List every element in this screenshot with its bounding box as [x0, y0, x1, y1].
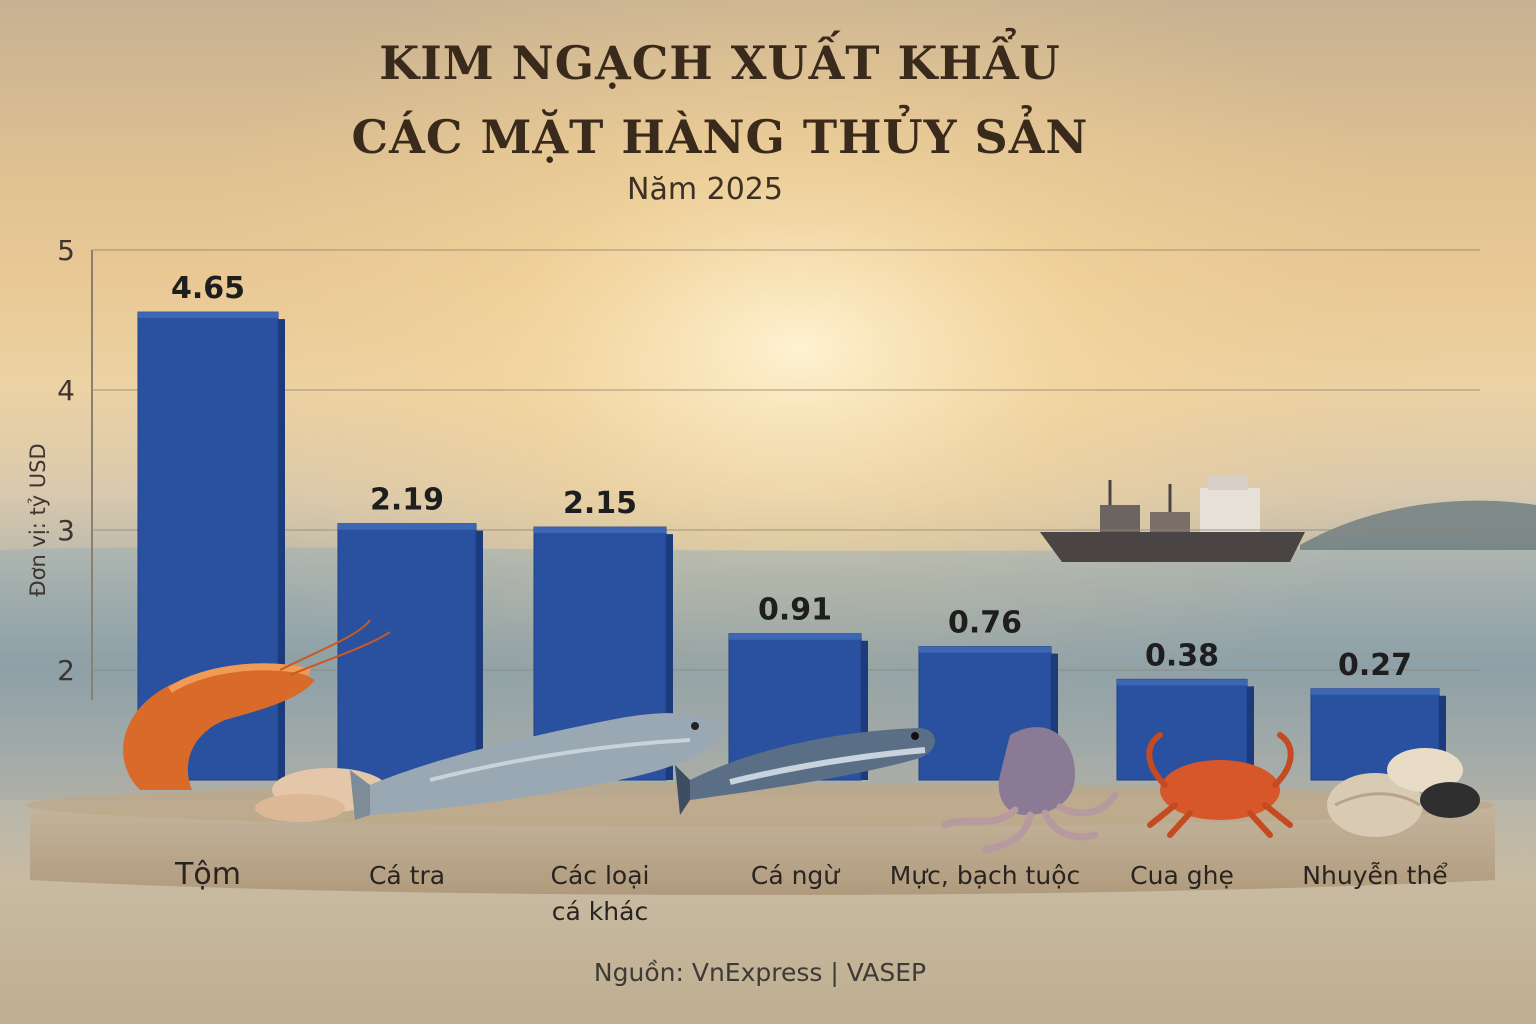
bar	[1310, 688, 1446, 781]
data-label: 4.65	[171, 271, 245, 306]
data-label: 0.76	[948, 606, 1022, 641]
bar	[1116, 678, 1254, 781]
bar	[337, 523, 483, 781]
chart-title-line1: KIM NGẠCH XUẤT KHẨU	[379, 36, 1061, 90]
clam-shell-icon	[1327, 748, 1480, 837]
pangasius-fish-icon	[350, 713, 725, 820]
data-label: 2.15	[563, 486, 637, 521]
category-label: Nhuyễn thể	[1302, 861, 1448, 890]
y-tick-label: 3	[57, 514, 75, 547]
y-tick-label: 2	[57, 654, 75, 687]
chart-title-line2: CÁC MẶT HÀNG THỦY SẢN	[351, 110, 1089, 164]
category-label: Tộm	[174, 857, 241, 892]
crab-icon	[1146, 732, 1294, 838]
category-label: Cá ngừ	[751, 861, 840, 890]
category-label: Các loại cá khác	[551, 861, 650, 926]
island-silhouette	[1300, 500, 1536, 550]
source-note: Nguồn: VnExpress | VASEP	[593, 958, 927, 987]
data-label: 2.19	[370, 483, 444, 518]
category-label: Cua ghẹ	[1130, 861, 1234, 890]
category-label: Mực, bạch tuộc	[890, 861, 1080, 890]
squid-octopus-icon	[941, 727, 1119, 854]
data-label: 0.27	[1338, 648, 1412, 683]
data-label: 0.91	[758, 593, 832, 628]
tuna-fish-icon	[675, 728, 935, 815]
y-tick-label: 5	[57, 234, 75, 267]
category-label: Cá tra	[369, 861, 445, 890]
cargo-ship-icon	[1040, 476, 1305, 562]
y-axis-label: Đơn vị: tỷ USD	[26, 443, 50, 597]
data-label: 0.38	[1145, 638, 1219, 673]
y-tick-label: 4	[57, 374, 75, 407]
chart-subtitle: Năm 2025	[627, 172, 783, 207]
